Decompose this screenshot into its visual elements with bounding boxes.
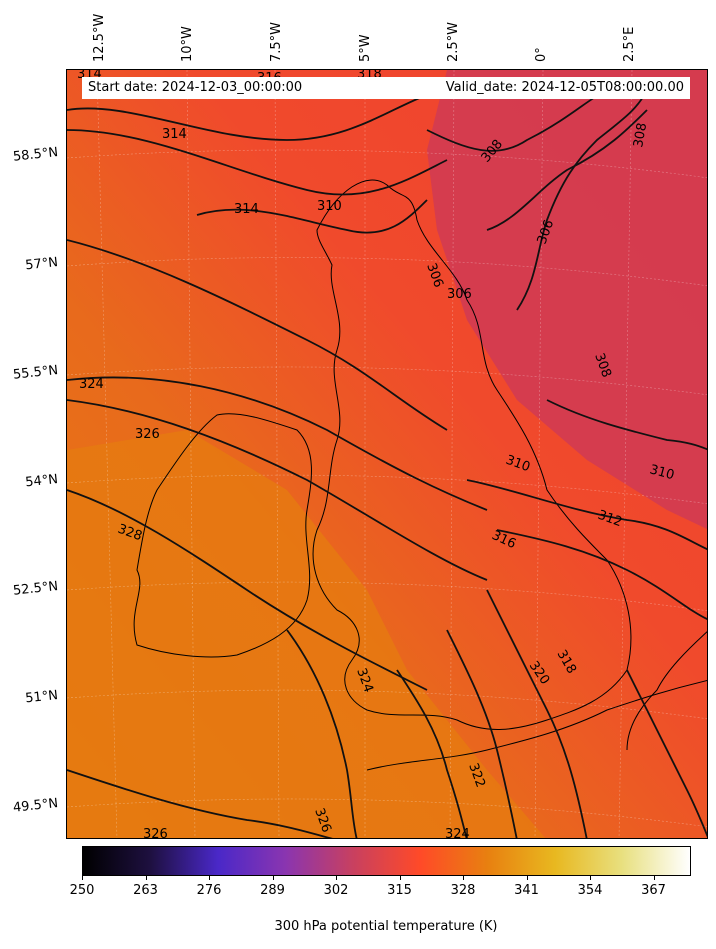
lat-label-52-5n: 52.5°N (12, 579, 59, 599)
colorbar-tick (272, 876, 274, 880)
contour-label: 308 (631, 122, 650, 149)
contour-label: 310 (317, 199, 342, 214)
colorbar-title: 300 hPa potential temperature (K) (274, 919, 498, 934)
colorbar-tick (590, 876, 591, 880)
colorbar-tick (526, 876, 528, 880)
start-date-label: Start date: 2024-12-03_00:00:00 (88, 80, 303, 95)
contour-label: 326 (143, 827, 168, 839)
coastlines (133, 179, 707, 771)
valid-date-label: Valid_date: 2024-12-05T08:00:00.00 (445, 80, 684, 95)
lat-label-51n: 51°N (24, 688, 59, 707)
lon-label-12-5w: 12.5°W (92, 13, 107, 62)
colorbar-tick-label: 367 (641, 883, 666, 898)
ireland-coast (133, 413, 312, 658)
colorbar-tick (653, 876, 655, 880)
colorbar-tick (145, 876, 147, 880)
lat-label-57n: 57°N (24, 255, 59, 274)
lon-label-10w: 10°W (180, 26, 195, 62)
great-britain-coast (312, 179, 632, 730)
warm-region (67, 430, 546, 838)
colorbar-tick-label: 263 (133, 883, 158, 898)
colorbar-tick-label: 302 (323, 883, 349, 898)
lon-label-2-5w: 2.5°W (446, 21, 461, 62)
contour-label: 324 (445, 827, 470, 839)
contour-label: 314 (234, 202, 259, 217)
lon-label-0: 0° (534, 47, 549, 62)
colorbar-tick-label: 341 (514, 883, 539, 898)
colorbar-tick-label: 354 (577, 883, 603, 898)
colorbar-tick (336, 876, 337, 880)
lon-label-5w: 5°W (358, 34, 373, 62)
contour-label: 314 (162, 127, 187, 142)
lon-label-7-5w: 7.5°W (269, 21, 284, 62)
cold-core-region (427, 70, 707, 530)
colorbar-tick (209, 876, 210, 880)
contours (67, 84, 707, 838)
contour-label: 306 (447, 287, 472, 302)
contour-label: 310 (648, 462, 676, 483)
contour-label: 324 (79, 377, 104, 392)
colorbar-tick (399, 876, 401, 880)
continent-coast (626, 631, 707, 751)
colorbar-tick-label: 250 (69, 883, 95, 898)
colorbar-tick-label: 289 (260, 883, 285, 898)
france-coast (366, 679, 707, 771)
lat-label-58-5n: 58.5°N (12, 145, 59, 165)
date-info-box: Start date: 2024-12-03_00:00:00 Valid_da… (82, 77, 690, 99)
potential-temperature-map: 314 316 318 314 314 310 308 308 306 306 … (67, 70, 707, 839)
graticule (67, 70, 707, 838)
colorbar-tick-label: 315 (387, 883, 412, 898)
lat-label-49-5n: 49.5°N (12, 796, 59, 816)
map-panel[interactable]: 314 316 318 314 314 310 308 308 306 306 … (66, 69, 708, 839)
contour-label: 326 (135, 427, 160, 442)
lon-label-2-5e: 2.5°E (622, 26, 637, 62)
colorbar-tick (82, 876, 83, 880)
colorbar-tick-label: 276 (196, 883, 222, 898)
lat-label-54n: 54°N (24, 472, 59, 491)
colorbar (82, 846, 691, 876)
colorbar-tick-label: 328 (450, 883, 476, 898)
colorbar-tick (463, 876, 464, 880)
lat-label-55-5n: 55.5°N (12, 363, 59, 383)
